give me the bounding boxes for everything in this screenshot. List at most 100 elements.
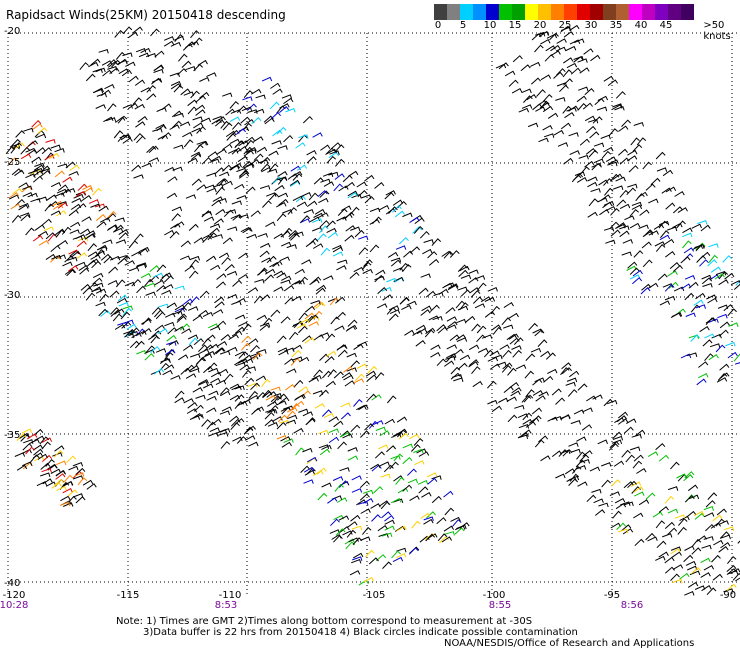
wind-barb — [374, 181, 385, 189]
wind-barb — [699, 325, 710, 333]
wind-barb — [115, 239, 127, 244]
wind-barb — [455, 334, 467, 341]
wind-barb — [412, 226, 423, 234]
wind-barb — [215, 379, 227, 386]
wind-barb — [664, 495, 675, 504]
wind-barb — [576, 95, 587, 103]
wind-barb — [433, 292, 444, 297]
wind-barb — [684, 495, 695, 503]
wind-barb — [690, 566, 701, 575]
wind-barb — [12, 187, 23, 195]
wind-barb — [638, 224, 649, 229]
wind-barb — [358, 235, 369, 241]
wind-barb — [593, 142, 605, 148]
wind-barb — [69, 229, 80, 234]
wind-barb — [169, 230, 180, 239]
lat-label-35: -35 — [4, 430, 21, 441]
wind-barb — [189, 259, 199, 268]
wind-barb — [214, 347, 225, 354]
wind-barb — [409, 495, 420, 502]
wind-barb — [688, 281, 699, 289]
wind-barb — [456, 318, 467, 324]
wind-barb — [202, 235, 212, 243]
wind-barb — [584, 87, 595, 96]
wind-barb — [543, 375, 554, 383]
wind-barb — [298, 134, 309, 139]
wind-barb — [544, 54, 555, 62]
wind-barb — [354, 229, 365, 238]
scale-swatch — [668, 4, 681, 20]
wind-barb — [700, 224, 711, 232]
wind-barb — [718, 329, 729, 337]
wind-barb — [271, 140, 282, 145]
wind-barb — [82, 185, 93, 190]
wind-barb — [270, 395, 281, 403]
wind-barb — [217, 431, 229, 437]
wind-barb — [333, 183, 344, 192]
wind-barb — [208, 343, 219, 350]
wind-barb — [218, 178, 229, 187]
wind-barb — [132, 26, 143, 34]
wind-barb — [21, 461, 33, 467]
wind-barb — [177, 68, 187, 76]
wind-barb — [356, 363, 368, 369]
wind-barb — [450, 372, 461, 380]
wind-barb — [663, 238, 675, 245]
wind-barb — [383, 464, 394, 473]
wind-barb — [334, 325, 345, 331]
wind-barb — [267, 168, 278, 174]
wind-barb — [659, 300, 671, 306]
wind-barb — [458, 269, 469, 277]
wind-barb — [392, 556, 404, 563]
wind-barb — [30, 454, 40, 463]
wind-barb — [35, 133, 47, 139]
wind-barb — [579, 459, 590, 464]
wind-barb — [642, 259, 653, 268]
wind-barb — [342, 213, 353, 220]
wind-barb — [54, 228, 66, 236]
wind-barb — [244, 377, 255, 386]
scale-swatch — [616, 4, 629, 20]
wind-barb — [298, 356, 310, 363]
wind-barb — [141, 162, 152, 168]
wind-barb — [272, 176, 283, 184]
wind-barb — [114, 324, 126, 330]
wind-barb — [107, 280, 119, 286]
wind-barb — [163, 40, 175, 47]
wind-barb — [118, 68, 129, 75]
wind-barb — [340, 412, 351, 420]
wind-barb — [246, 149, 257, 154]
wind-barb — [369, 207, 381, 213]
wind-barb — [14, 169, 25, 177]
scale-swatch — [499, 4, 512, 20]
wind-barb — [295, 195, 306, 203]
wind-barb — [609, 491, 621, 497]
wind-barb — [508, 312, 519, 319]
wind-barb — [242, 358, 254, 364]
wind-barb — [523, 394, 534, 403]
wind-barb — [312, 390, 324, 395]
wind-barb — [348, 537, 359, 543]
wind-barb — [412, 330, 423, 337]
wind-barb — [605, 239, 616, 245]
wind-barb — [174, 326, 185, 332]
wind-barb — [164, 321, 175, 327]
wind-barb — [734, 362, 740, 365]
wind-barb — [223, 373, 234, 382]
wind-barb — [340, 402, 351, 408]
wind-barb — [695, 243, 706, 252]
wind-barb — [159, 362, 170, 371]
wind-barb — [114, 29, 124, 38]
wind-barb — [715, 344, 726, 353]
wind-barb — [268, 163, 279, 172]
wind-barb — [368, 420, 379, 429]
wind-barb — [420, 512, 431, 519]
wind-barb — [68, 265, 79, 272]
wind-barb — [346, 352, 357, 358]
wind-barb — [110, 309, 121, 317]
wind-barb — [117, 254, 128, 260]
wind-barb — [248, 441, 259, 447]
wind-barb — [244, 136, 255, 144]
wind-barb — [556, 38, 567, 44]
wind-barb — [455, 300, 466, 309]
